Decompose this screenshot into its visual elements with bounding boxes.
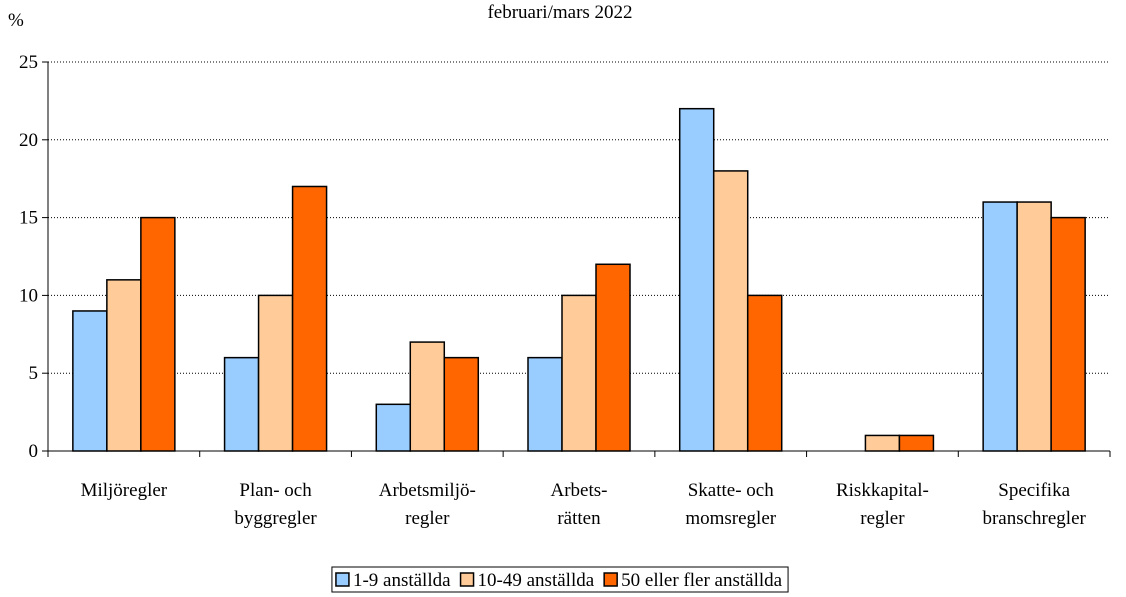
bar (678, 107, 715, 452)
bar (561, 294, 597, 452)
bar (443, 356, 480, 452)
legend-swatch (603, 572, 618, 587)
bar (864, 434, 901, 452)
legend-swatch (335, 572, 350, 587)
bar (1016, 201, 1052, 452)
x-tick-label: Skatte- och momsregler (685, 480, 776, 529)
bar (409, 341, 446, 452)
bar (291, 185, 328, 452)
bar (712, 170, 749, 452)
y-tick-label: 15 (19, 208, 38, 229)
legend-label: 10-49 anställda (478, 570, 595, 591)
legend-label: 1-9 anställda (353, 570, 451, 591)
legend-swatch (459, 572, 475, 587)
bar (1050, 216, 1086, 452)
x-tick-label: Arbetsmiljö-regler (379, 480, 476, 529)
y-tick-label: 25 (19, 52, 38, 73)
legend-box (331, 566, 789, 593)
legend-label: 50 eller fler anställda (621, 570, 782, 591)
bar (106, 279, 142, 452)
y-axis-label: % (8, 10, 24, 31)
x-tick-label: Riskkapital-regler (836, 480, 929, 529)
y-tick-label: 20 (19, 130, 38, 151)
x-tick-label: Arbets-rätten (551, 480, 608, 529)
bar (257, 294, 294, 452)
bar (527, 356, 563, 452)
bar (223, 356, 260, 452)
x-tick-label: Plan- och byggregler (234, 480, 317, 529)
y-tick-label: 0 (29, 441, 39, 462)
y-tick-label: 10 (19, 285, 38, 306)
bar (746, 294, 783, 452)
chart-title: februari/mars 2022 (487, 2, 632, 23)
y-tick-label: 5 (29, 363, 39, 384)
bar (72, 310, 108, 452)
bar (898, 434, 935, 452)
x-tick-label: Miljöregler (81, 480, 168, 501)
bar (595, 263, 631, 452)
x-tick-label: Specifika branschregler (982, 480, 1086, 529)
bar (140, 216, 176, 452)
bar (982, 201, 1018, 452)
bar (375, 403, 412, 452)
legend: 1-9 anställda 10-49 anställda 50 eller fle… (331, 566, 789, 593)
